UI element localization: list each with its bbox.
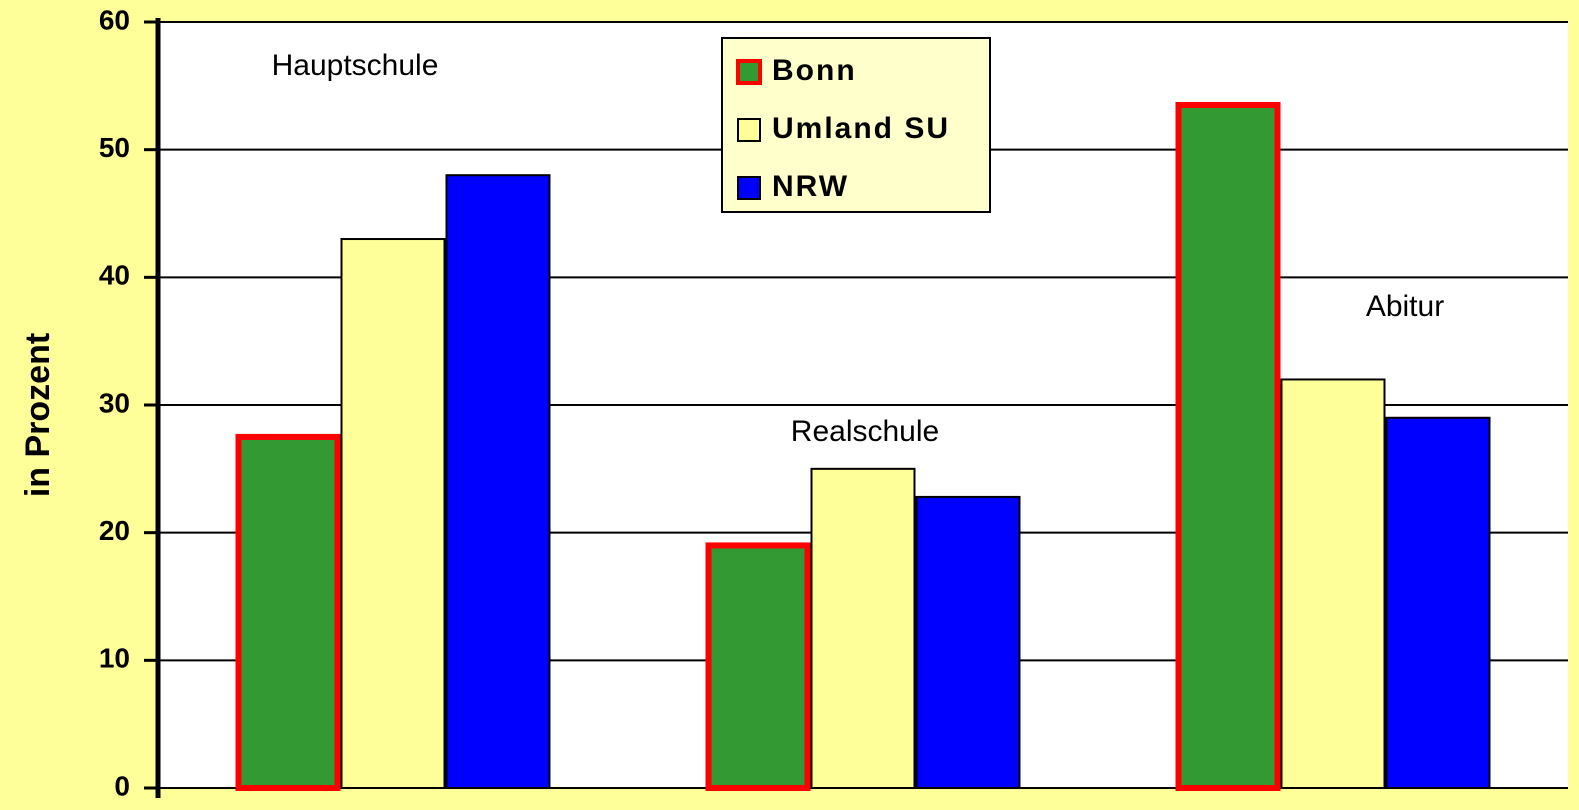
bar xyxy=(1385,416,1491,789)
y-tick-label: 30 xyxy=(99,387,130,418)
y-axis-label: in Prozent xyxy=(19,333,57,497)
y-tick-label: 20 xyxy=(99,515,130,546)
legend-label: Bonn xyxy=(772,54,857,87)
y-tick-label: 50 xyxy=(99,132,130,163)
y-tick-label: 40 xyxy=(99,260,130,291)
category-label: Abitur xyxy=(1366,290,1444,323)
legend-swatch xyxy=(737,118,761,142)
bar xyxy=(810,467,916,789)
category-label: Hauptschule xyxy=(272,49,439,82)
bar xyxy=(235,433,341,791)
legend-label: Umland SU xyxy=(772,112,950,145)
y-tick-label: 60 xyxy=(99,4,130,35)
bar xyxy=(445,174,551,789)
legend-swatch xyxy=(736,59,762,85)
bar xyxy=(1280,378,1386,789)
y-tick-label: 0 xyxy=(114,770,130,801)
category-label: Realschule xyxy=(791,415,939,448)
bar xyxy=(340,238,446,790)
bar xyxy=(915,495,1021,789)
legend: Bonn Umland SU NRW xyxy=(721,37,991,213)
bar xyxy=(705,542,811,792)
legend-swatch xyxy=(737,176,761,200)
y-tick-label: 10 xyxy=(99,643,130,674)
bar xyxy=(1175,101,1281,791)
legend-box xyxy=(721,37,991,213)
legend-label: NRW xyxy=(772,170,849,203)
